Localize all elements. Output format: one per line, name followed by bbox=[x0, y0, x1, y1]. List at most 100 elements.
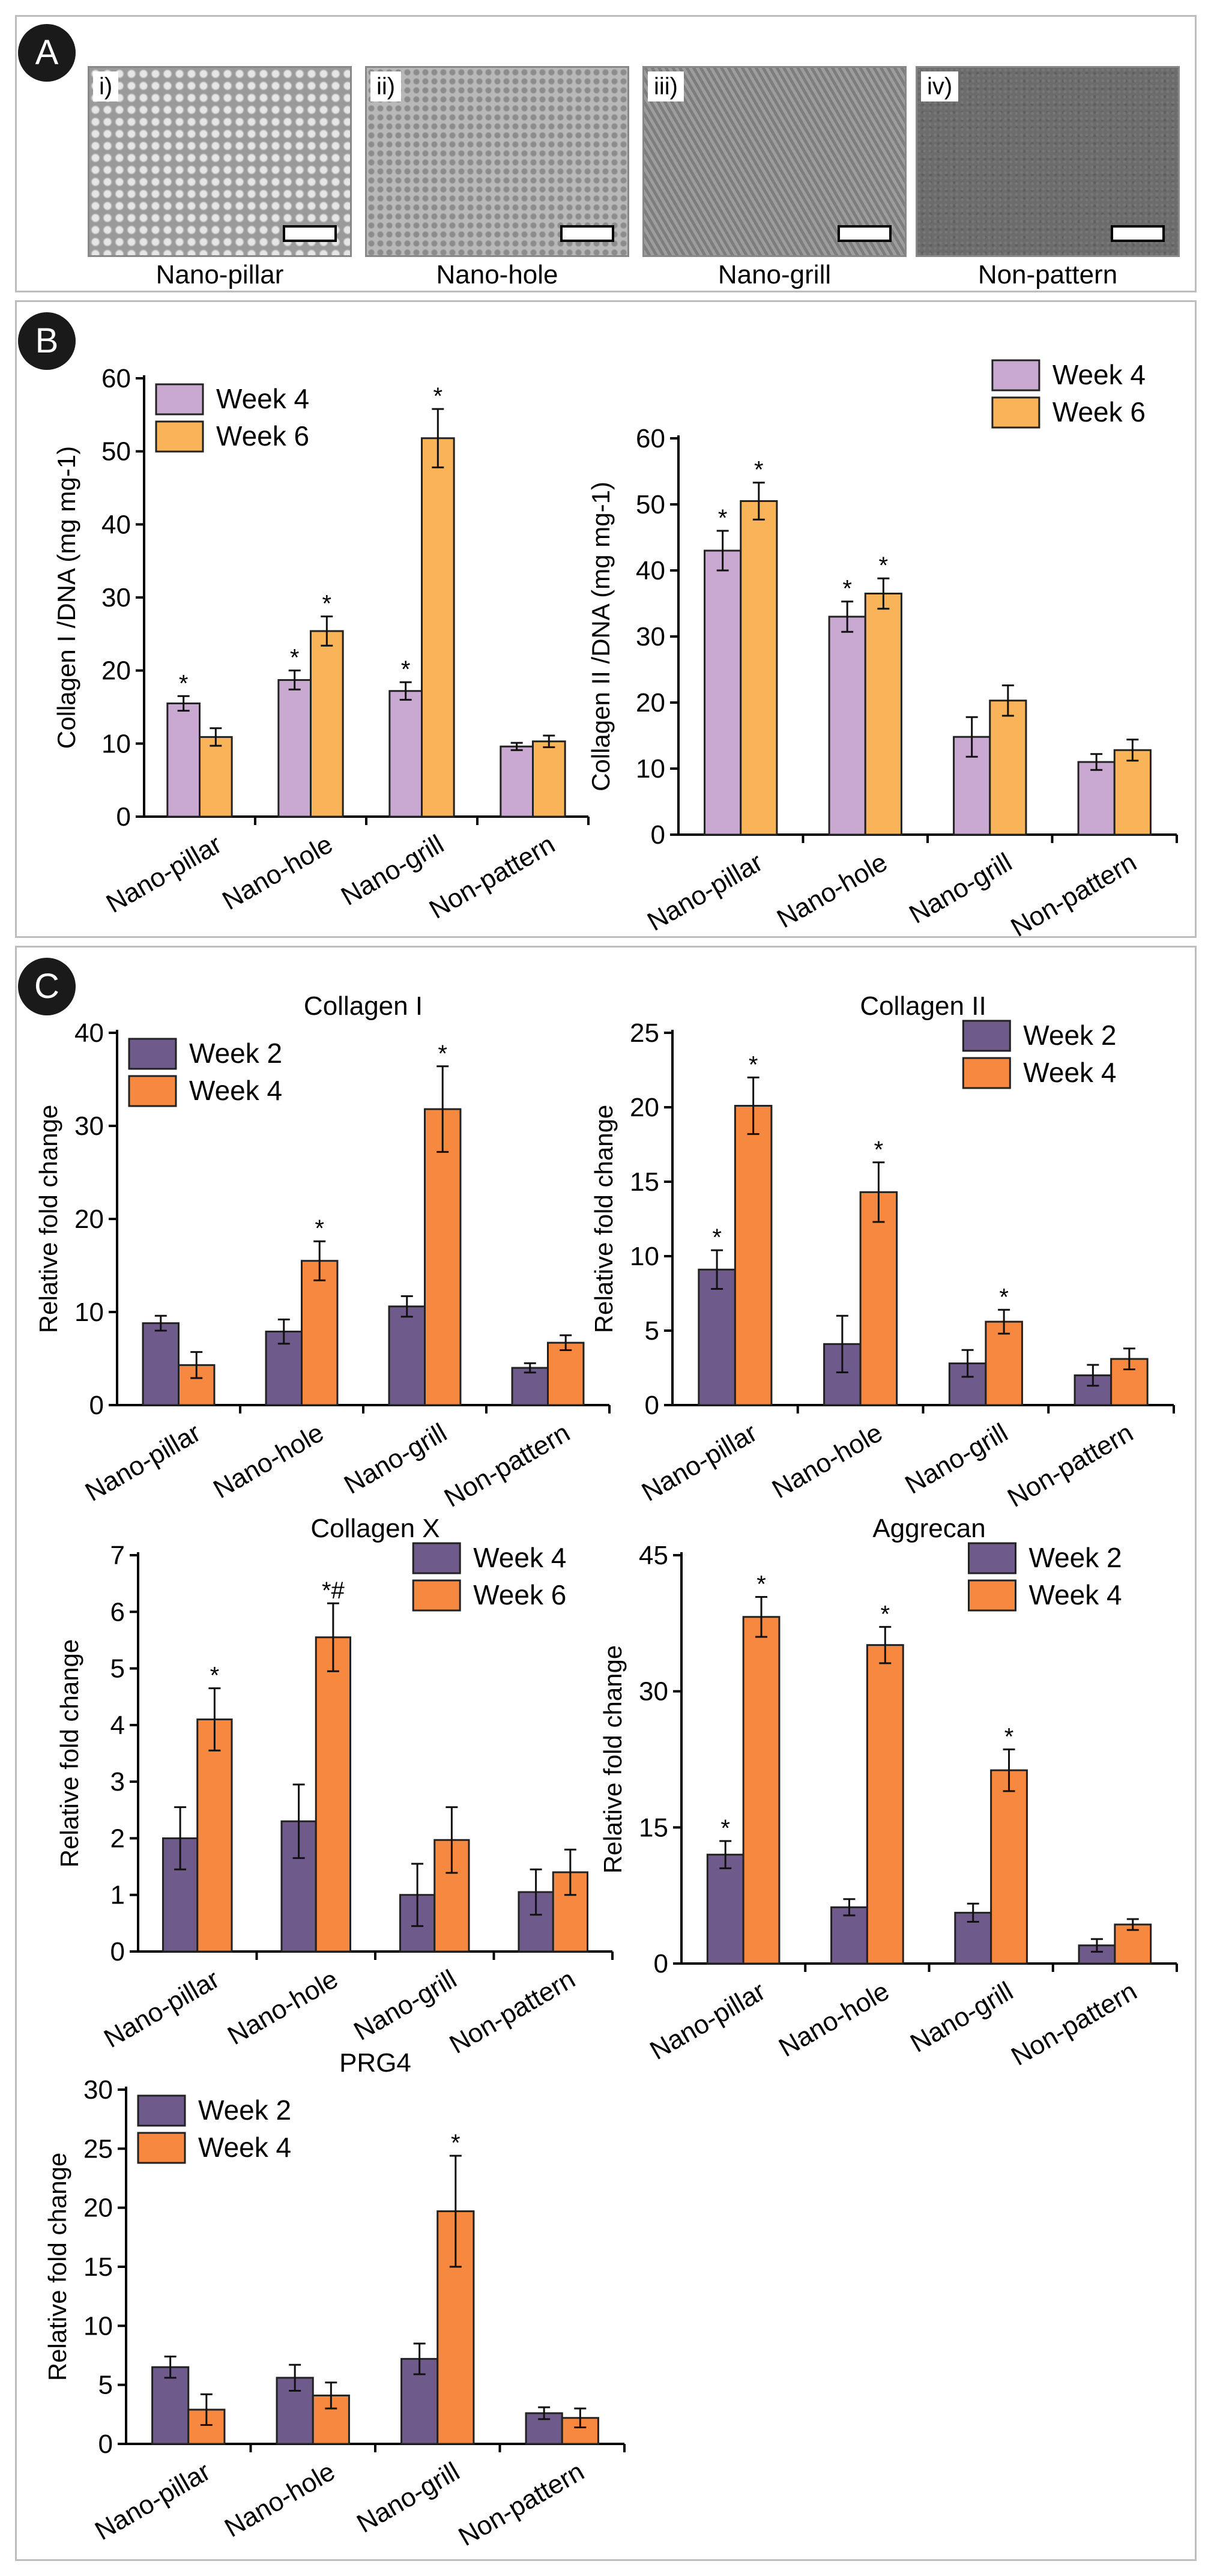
y-tick-label: 40 bbox=[636, 556, 665, 585]
y-tick-label: 50 bbox=[636, 490, 665, 519]
x-tick-label: Nano-hole bbox=[208, 1418, 328, 1504]
legend-swatch-week-4 bbox=[412, 1542, 461, 1574]
bar-week-6-nano-hole bbox=[315, 1636, 352, 1953]
y-tick-label: 45 bbox=[639, 1541, 668, 1570]
y-tick-label: 5 bbox=[645, 1316, 659, 1346]
y-tick-label: 10 bbox=[83, 2311, 113, 2341]
y-tick-label: 20 bbox=[101, 656, 131, 686]
legend-label-week-2: Week 2 bbox=[1023, 1020, 1116, 1051]
scale-bar bbox=[283, 225, 337, 242]
chart-collagen-i-dna: Collagen I /DNA (mg mg-1) 0 10 20 30 40 50 60 Na… bbox=[52, 364, 590, 925]
y-tick-label: 15 bbox=[639, 1813, 668, 1842]
significance-mark: * bbox=[880, 1601, 890, 1627]
bar-week-4-nano-grill bbox=[985, 1320, 1023, 1406]
x-tick-label: Nano-pillar bbox=[80, 1418, 206, 1507]
y-tick-label: 0 bbox=[651, 820, 665, 850]
image-tag: iv) bbox=[921, 71, 959, 101]
legend-swatch-week-4 bbox=[155, 383, 204, 416]
bar-week-4-nano-hole bbox=[301, 1260, 339, 1406]
significance-mark: * bbox=[718, 505, 728, 531]
bar-week-4-nano-grill bbox=[388, 690, 423, 818]
bar-week-4-non-pattern bbox=[500, 745, 534, 818]
bar-week-2-nano-pillar bbox=[151, 2366, 190, 2445]
bar-week-4-nano-grill bbox=[424, 1108, 462, 1406]
significance-mark: * bbox=[290, 645, 300, 671]
significance-mark: * bbox=[754, 457, 764, 483]
y-tick-label: 1 bbox=[110, 1881, 125, 1910]
y-tick-label: 40 bbox=[101, 510, 131, 539]
caption-nano-pillar: Nano-pillar bbox=[156, 260, 284, 289]
legend-swatch-week-6 bbox=[412, 1579, 461, 1612]
significance-mark: * bbox=[401, 656, 411, 683]
legend-label-week-4: Week 4 bbox=[1052, 359, 1146, 390]
scale-bar bbox=[838, 225, 892, 242]
y-tick-label: 10 bbox=[74, 1298, 104, 1327]
y-tick-label: 5 bbox=[110, 1654, 125, 1684]
bar-week-6-nano-grill bbox=[989, 700, 1027, 836]
significance-mark: *# bbox=[322, 1577, 345, 1604]
significance-mark: * bbox=[315, 1215, 324, 1242]
y-axis-label: Relative fold change bbox=[43, 2153, 71, 2381]
scale-bar bbox=[560, 225, 614, 242]
chart-collagen-x-fold: Collagen X Relative fold change 0 1 2 3 4 5 6 7 Na… bbox=[55, 1514, 614, 2060]
y-tick-label: 20 bbox=[74, 1205, 104, 1234]
legend-label-week-6: Week 6 bbox=[1052, 396, 1146, 428]
chart-title: PRG4 bbox=[339, 2048, 411, 2078]
x-tick-label: Nano-hole bbox=[223, 1964, 343, 2051]
bar-week-4-nano-hole bbox=[828, 615, 866, 836]
chart-aggrecan-fold: Aggrecan Relative fold change 0 15 30 45 Nano-… bbox=[599, 1514, 1178, 2072]
significance-mark: * bbox=[842, 576, 852, 602]
panel-label-b: B bbox=[18, 312, 76, 370]
legend-swatch-week-2 bbox=[128, 1038, 177, 1070]
bar-week-4-nano-pillar bbox=[734, 1105, 773, 1406]
y-axis-label: Collagen II /DNA (mg mg-1) bbox=[587, 482, 615, 791]
y-tick-label: 2 bbox=[110, 1824, 125, 1853]
legend-label-week-4: Week 4 bbox=[216, 383, 309, 414]
bar-week-4-non-pattern bbox=[547, 1341, 585, 1406]
legend-swatch-week-4 bbox=[137, 2132, 186, 2164]
bar-week-4-nano-hole bbox=[277, 679, 312, 818]
y-tick-label: 0 bbox=[89, 1391, 104, 1420]
panel-label-a: A bbox=[18, 24, 76, 82]
significance-mark: * bbox=[874, 1137, 884, 1163]
x-tick-label: Nano-pillar bbox=[645, 1976, 770, 2066]
bar-week-6-non-pattern bbox=[1113, 749, 1152, 836]
x-tick-label: Non-pattern bbox=[1003, 1418, 1138, 1513]
y-tick-label: 0 bbox=[98, 2429, 113, 2459]
x-tick-label: Non-pattern bbox=[439, 1418, 575, 1513]
x-tick-label: Nano-hole bbox=[774, 1976, 894, 2063]
y-tick-label: 15 bbox=[83, 2252, 113, 2282]
y-tick-label: 5 bbox=[98, 2371, 113, 2400]
bar-week-6-nano-pillar bbox=[740, 500, 778, 836]
legend-label-week-2: Week 2 bbox=[1029, 1542, 1122, 1573]
bar-week-2-nano-pillar bbox=[706, 1854, 744, 1965]
x-tick-label: Non-pattern bbox=[424, 829, 560, 925]
image-tag: iii) bbox=[648, 71, 684, 101]
y-tick-label: 50 bbox=[101, 437, 131, 467]
legend-label-week-4: Week 4 bbox=[1029, 1579, 1122, 1610]
y-tick-label: 40 bbox=[74, 1018, 104, 1048]
y-tick-label: 30 bbox=[636, 622, 665, 652]
legend-label-week-2: Week 2 bbox=[198, 2094, 291, 2126]
bar-week-4-nano-pillar bbox=[166, 702, 201, 818]
y-tick-label: 30 bbox=[83, 2075, 113, 2105]
sem-image-nano-grill: iii) bbox=[642, 66, 907, 257]
significance-mark: * bbox=[756, 1571, 766, 1598]
legend-swatch-week-2 bbox=[968, 1542, 1016, 1574]
y-tick-label: 0 bbox=[116, 802, 131, 832]
x-tick-label: Nano-grill bbox=[905, 1976, 1018, 2058]
x-tick-label: Nano-hole bbox=[220, 2457, 340, 2543]
bar-week-6-nano-hole bbox=[310, 630, 344, 818]
bar-week-4-nano-hole bbox=[866, 1644, 904, 1965]
y-axis-label: Relative fold change bbox=[34, 1105, 62, 1334]
legend-swatch-week-4 bbox=[991, 359, 1040, 392]
chart-prg4-fold: PRG4 Relative fold change 0 5 10 15 20 25 30 Nano… bbox=[43, 2048, 626, 2552]
legend-swatch-week-6 bbox=[155, 420, 204, 453]
legend-swatch-week-4 bbox=[962, 1057, 1011, 1089]
caption-nano-grill: Nano-grill bbox=[717, 260, 832, 289]
significance-mark: * bbox=[712, 1224, 722, 1251]
significance-mark: * bbox=[433, 383, 443, 410]
bar-week-2-non-pattern bbox=[511, 1367, 549, 1406]
bar-week-4-non-pattern bbox=[1077, 761, 1116, 836]
bar-week-4-nano-grill bbox=[990, 1769, 1028, 1965]
